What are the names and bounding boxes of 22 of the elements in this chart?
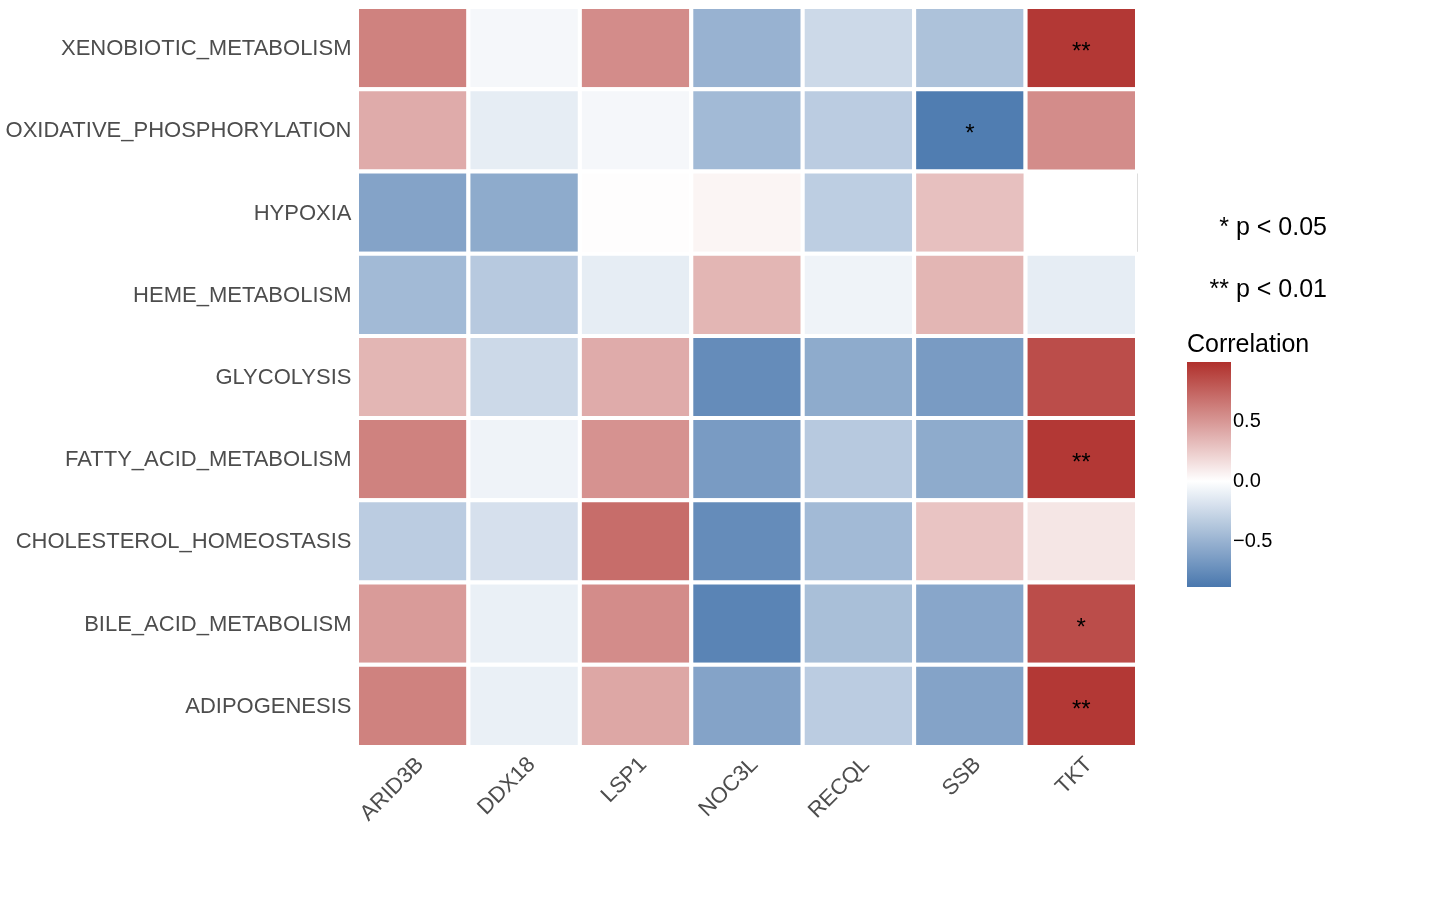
data-label: ** bbox=[1071, 448, 1091, 476]
text: * p < 0.05 bbox=[1219, 212, 1327, 240]
color-bar-label: −0.5 bbox=[1233, 529, 1273, 552]
data-label: ** bbox=[1071, 37, 1091, 65]
y-tick-label: BILE_ACID_METABOLISM bbox=[84, 610, 352, 636]
x-tick-label: SSB bbox=[936, 751, 986, 801]
data-label: ** bbox=[1071, 694, 1091, 722]
data-label: * bbox=[1076, 612, 1086, 640]
legend-title: Correlation bbox=[1187, 329, 1310, 357]
x-tick-label: TKT bbox=[1049, 751, 1097, 799]
text: ** p < 0.01 bbox=[1209, 274, 1327, 302]
y-tick-label: HYPOXIA bbox=[253, 199, 352, 225]
y-tick-label: HEME_METABOLISM bbox=[133, 281, 352, 307]
y-tick-label: ADIPOGENESIS bbox=[185, 692, 352, 718]
data-label: * bbox=[965, 119, 975, 147]
color-bar-label: 0.5 bbox=[1233, 408, 1261, 431]
color-bar-label: 0.0 bbox=[1233, 469, 1261, 492]
y-tick-label: GLYCOLYSIS bbox=[215, 364, 352, 389]
y-tick-label: OXIDATIVE_PHOSPHORYLATION bbox=[5, 117, 352, 143]
y-tick-label: FATTY_ACID_METABOLISM bbox=[65, 446, 352, 472]
y-tick-label: CHOLESTEROL_HOMEOSTASIS bbox=[15, 528, 352, 554]
y-tick-label: XENOBIOTIC_METABOLISM bbox=[60, 35, 352, 61]
